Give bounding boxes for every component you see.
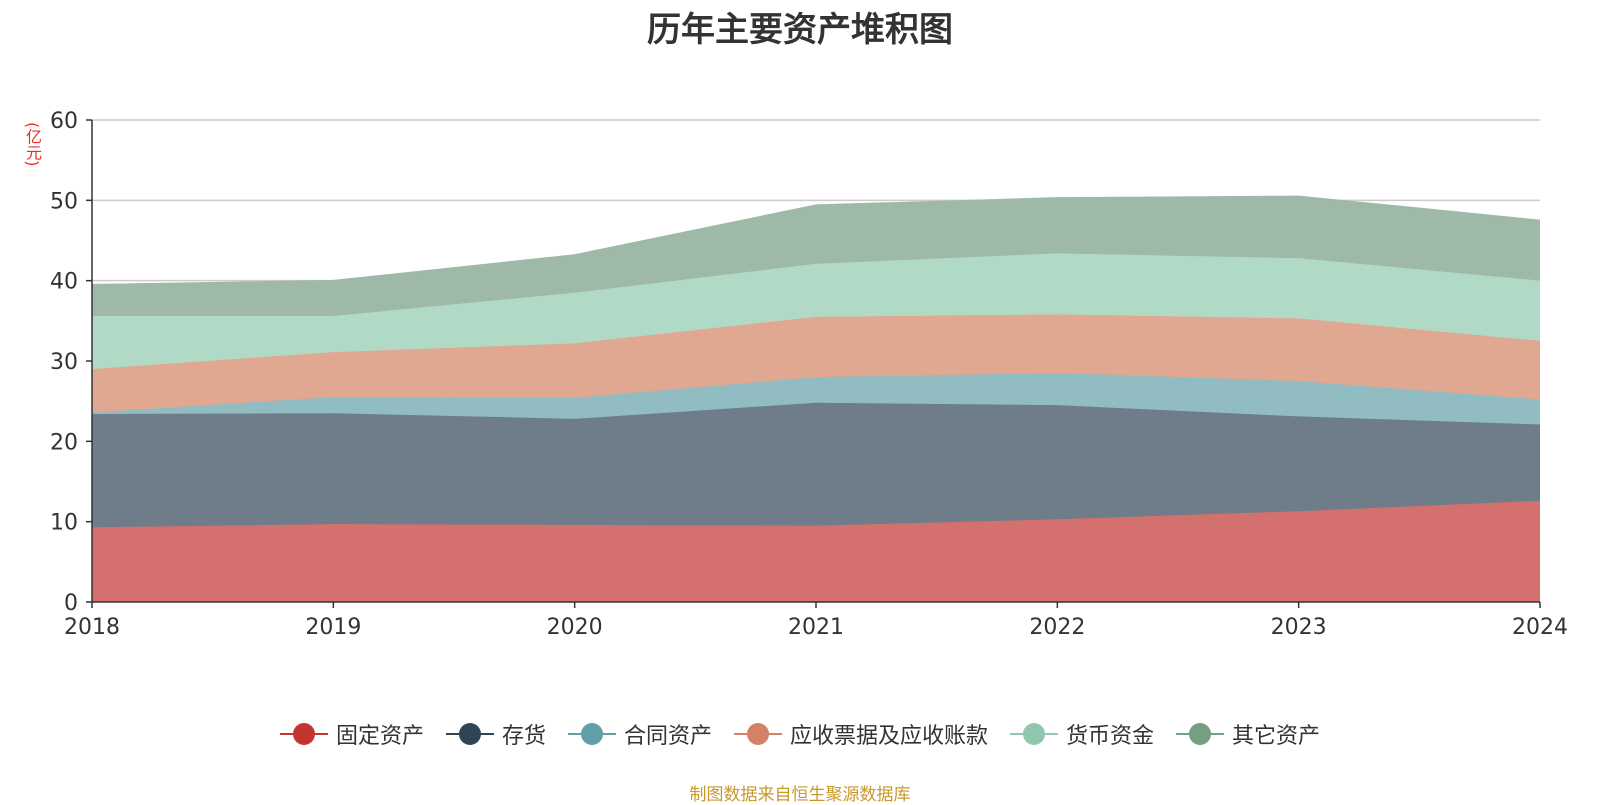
tick-labels: 0 10 20 30 40 50 60 2018 2019 2020 2021 2022 2023 202… [50, 109, 1568, 640]
legend-marker-icon [734, 722, 782, 746]
legend-marker-icon [279, 722, 328, 746]
area-series-3 [92, 314, 1540, 413]
area-series-1 [92, 402, 1540, 528]
area-series-2 [92, 373, 1540, 425]
legend-label: 货币资金 [1066, 724, 1155, 749]
y-tick-label: 20 [50, 430, 78, 455]
legend-item[interactable]: 其它资产 [1176, 718, 1320, 750]
legend-marker-icon [445, 722, 494, 746]
legend-label: 固定资产 [335, 724, 424, 749]
x-tick-label: 2018 [64, 615, 120, 640]
area-series-line-5 [91, 195, 1541, 286]
x-tick-label: 2023 [1271, 615, 1327, 640]
area-layer [91, 195, 1541, 602]
y-tick-label: 10 [50, 511, 78, 536]
legend-item[interactable]: 固定资产 [279, 718, 424, 750]
legend-item[interactable]: 存货 [445, 718, 546, 750]
x-tick-label: 2024 [1512, 615, 1568, 640]
legend-label: 其它资产 [1232, 724, 1321, 749]
source-note: 制图数据来自恒生聚源数据库 [689, 785, 911, 805]
legend-marker-icon [1176, 722, 1225, 746]
legend-item[interactable]: 合同资产 [567, 718, 712, 750]
chart-title: 历年主要资产堆积图 [647, 10, 953, 50]
axes [86, 119, 1541, 608]
legend-label: 存货 [501, 724, 546, 749]
y-tick-label: 60 [50, 109, 78, 134]
y-tick-label: 40 [50, 270, 78, 295]
legend-label: 应收票据及应收账款 [790, 724, 989, 749]
y-axis-unit-label: (亿元) [23, 122, 42, 167]
area-series-4 [92, 253, 1540, 370]
y-tick-label: 30 [50, 350, 78, 375]
legend-label: 合同资产 [623, 724, 712, 749]
legend-marker-icon [1010, 722, 1059, 746]
legend-marker-icon [567, 722, 616, 746]
legend: 固定资产 存货 合同资产 应收票据及应收账款 货币资金 其它资产 [0, 718, 1600, 750]
legend-item[interactable]: 应收票据及应收账款 [734, 718, 988, 750]
area-series-0 [92, 500, 1540, 602]
x-tick-label: 2020 [547, 615, 603, 640]
x-tick-label: 2021 [788, 615, 844, 640]
x-tick-label: 2022 [1029, 615, 1085, 640]
y-tick-label: 0 [64, 591, 78, 616]
legend-item[interactable]: 货币资金 [1010, 718, 1154, 750]
y-tick-label: 50 [50, 189, 78, 214]
area-series-5 [92, 196, 1540, 317]
x-tick-label: 2019 [305, 615, 361, 640]
